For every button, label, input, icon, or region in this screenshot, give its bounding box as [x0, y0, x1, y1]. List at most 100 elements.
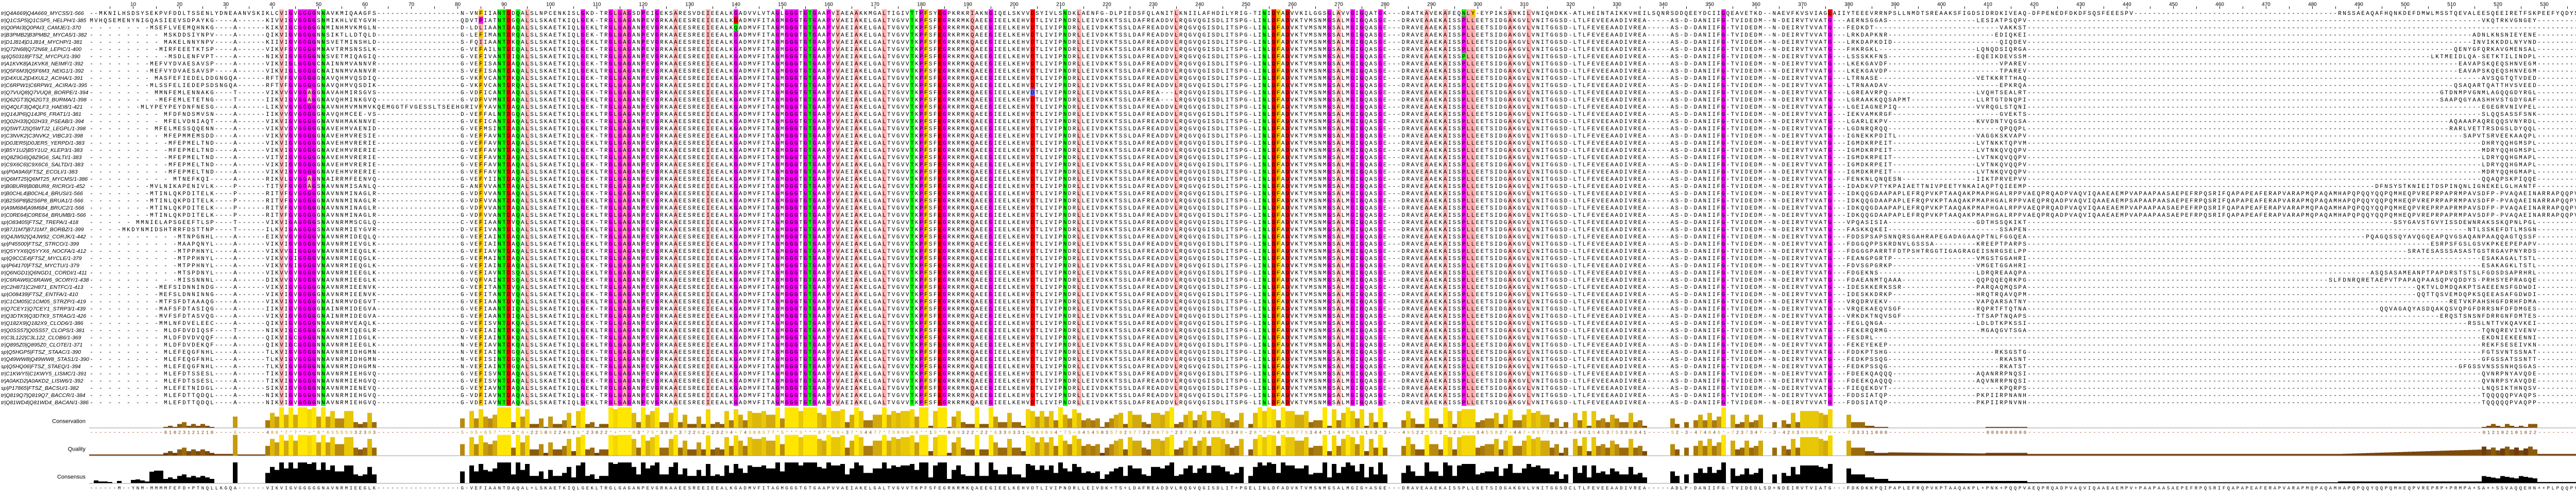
svg-text:9: 9 — [1583, 430, 1588, 436]
svg-text:*: * — [674, 430, 679, 436]
svg-text:7: 7 — [739, 430, 744, 436]
svg-text:- - - - - - - -MAFSFDTASIQG---: - - - - - - - -MAFSFDTASIQG----A------II… — [90, 306, 2576, 313]
svg-text:300: 300 — [1473, 2, 1482, 7]
svg-text:7: 7 — [888, 430, 892, 436]
svg-text:75: 75 — [1064, 430, 1073, 436]
svg-text:tr|C6RAW6|C6RAW6_9CORY/1-438: tr|C6RAW6|C6RAW6_9CORY/1-438 — [1, 277, 89, 283]
svg-text:88: 88 — [753, 430, 762, 436]
svg-text:**: ** — [920, 430, 929, 436]
svg-text:340: 340 — [1659, 2, 1668, 7]
svg-text:tr|A1KVK8|A1KVK8_NEIMF/1-392: tr|A1KVK8|A1KVK8_NEIMF/1-392 — [1, 61, 83, 67]
svg-text:4: 4 — [1713, 430, 1718, 436]
svg-text:+: + — [1528, 430, 1532, 436]
svg-text:2: 2 — [1249, 430, 1254, 436]
svg-text:9: 9 — [1189, 430, 1194, 436]
svg-text:1: 1 — [572, 430, 577, 436]
svg-text:- - - - - - -MTINLQKPDITELK---: - - - - - - -MTINLQKPDITELK----P------RI… — [90, 205, 2576, 212]
svg-text:4: 4 — [1277, 430, 1282, 436]
svg-text:450: 450 — [2169, 2, 2178, 7]
svg-text:380: 380 — [1844, 2, 1853, 7]
svg-text:9: 9 — [892, 430, 897, 436]
svg-text:- - - - - - - - - -MTPPHNYL---: - - - - - - - - - -MTPPHNYL----A------VI… — [90, 249, 2576, 255]
svg-text:*9: *9 — [1444, 430, 1453, 436]
svg-text:5: 5 — [1356, 430, 1361, 436]
svg-text:***9***: ***9*** — [786, 430, 818, 436]
svg-text:Conservation: Conservation — [52, 419, 86, 425]
svg-text:23022: 23022 — [586, 430, 609, 436]
svg-text:5: 5 — [1602, 430, 1606, 436]
svg-text:*+***: *+*** — [609, 430, 633, 436]
svg-text:-: - — [1690, 430, 1694, 436]
svg-text:330: 330 — [1613, 2, 1621, 7]
svg-text:7: 7 — [1198, 430, 1203, 436]
svg-text:7: 7 — [1732, 430, 1736, 436]
svg-text:90: 90 — [501, 2, 507, 7]
svg-text:- - - - - - -MTINLQKPDITELK---: - - - - - - -MTINLQKPDITELK----P------RI… — [90, 213, 2576, 219]
svg-text:6: 6 — [1718, 430, 1722, 436]
svg-text:tr|C9X6C6|C9X6C6_SALTD/1-383: tr|C9X6C6|C9X6C6_SALTD/1-383 — [1, 162, 83, 168]
svg-text:+: + — [735, 430, 739, 436]
svg-text:140: 140 — [732, 2, 740, 7]
svg-text:578: 578 — [1110, 430, 1124, 436]
svg-text:77: 77 — [1541, 430, 1551, 436]
svg-text:tr|Q5YYX6|Q5YYX6_NOCFA/1-412: tr|Q5YYX6|Q5YYX6_NOCFA/1-412 — [1, 248, 86, 254]
svg-text:+: + — [1333, 430, 1337, 436]
svg-text:+: + — [1073, 430, 1078, 436]
svg-text:9: 9 — [762, 430, 767, 436]
svg-text:42: 42 — [1783, 430, 1792, 436]
svg-text:8: 8 — [568, 430, 572, 436]
svg-text:7: 7 — [1759, 430, 1764, 436]
svg-text:+: + — [526, 430, 531, 436]
svg-text:9: 9 — [1050, 430, 1055, 436]
svg-text:7: 7 — [1848, 430, 1852, 436]
svg-text:- - - - - - - -MVFSFDTASVQG---: - - - - - - - -MVFSFDTASVQG----A------VI… — [90, 314, 2576, 320]
svg-text:3: 3 — [1606, 430, 1611, 436]
svg-text:5: 5 — [781, 430, 786, 436]
svg-text:22: 22 — [688, 430, 698, 436]
svg-text:3: 3 — [512, 430, 517, 436]
svg-text:tr|Q7VUQ8|Q7VUQ8_BORPE/1-394: tr|Q7VUQ8|Q7VUQ8_BORPE/1-394 — [1, 90, 89, 96]
svg-text:310: 310 — [1520, 2, 1529, 7]
svg-text:- - - - - - - MMNFEMLENNAKG---: - - - - - - - MMNFEMLENNAKG----T------VI… — [90, 90, 2576, 96]
svg-text:- - - - - - - -MEFEMLETETNG---: - - - - - - - -MEFEMLETETNG----T------II… — [90, 97, 2576, 104]
svg-text:130: 130 — [685, 2, 694, 7]
svg-text:3: 3 — [1384, 430, 1388, 436]
svg-text:1: 1 — [1365, 430, 1370, 436]
svg-text:6: 6 — [1036, 430, 1041, 436]
svg-text:6: 6 — [549, 430, 554, 436]
svg-text:tr|Q3DTK9|Q3DTK9_STRAG/1-426: tr|Q3DTK9|Q3DTK9_STRAG/1-426 — [1, 313, 87, 319]
svg-text:23: 23 — [1175, 430, 1184, 436]
svg-text:----------------: ---------------- — [90, 430, 164, 436]
svg-text:- - - - - - - - MFEPMMEMSDD---: - - - - - - - - MFEPMMEMSDD----A------VI… — [90, 133, 2576, 140]
svg-text:tr|Q0SS57|Q0SS57_CLOPS/1-381: tr|Q0SS57|Q0SS57_CLOPS/1-381 — [1, 327, 84, 334]
svg-text:23: 23 — [1736, 430, 1745, 436]
svg-text:- - - - - - - - MLEFEQGFNHL---: - - - - - - - - MLEFEQGFNHL----A------TL… — [90, 350, 2576, 356]
svg-text:99: 99 — [345, 430, 354, 436]
svg-text:22: 22 — [1416, 430, 1426, 436]
svg-text:4: 4 — [1694, 430, 1699, 436]
svg-text:3: 3 — [679, 430, 684, 436]
svg-text:tr|B3PMB2|B3PMB2_MYCA5/1-382: tr|B3PMB2|B3PMB2_MYCA5/1-382 — [1, 32, 87, 38]
svg-text:44: 44 — [865, 430, 874, 436]
svg-text:9*: 9* — [1166, 430, 1175, 436]
svg-text:8: 8 — [1008, 430, 1013, 436]
svg-text:*: * — [883, 430, 888, 436]
svg-text:tr|C6RPW1|C6RPW1_ACIRA/1-395: tr|C6RPW1|C6RPW1_ACIRA/1-395 — [1, 82, 87, 89]
svg-text:430: 430 — [2076, 2, 2085, 7]
svg-text:9: 9 — [957, 430, 962, 436]
svg-text:---------------------: --------------------- — [1889, 430, 1987, 436]
svg-text:4: 4 — [1402, 430, 1407, 436]
svg-text:- - - - - - -MVLNIKAPENIVLK---: - - - - - - -MVLNIKAPENIVLK----P------TI… — [90, 184, 2576, 190]
svg-text:Quality: Quality — [68, 446, 86, 453]
svg-text:------: ------ — [239, 430, 266, 436]
svg-text:***: *** — [498, 430, 512, 436]
svg-text:240: 240 — [1195, 2, 1204, 7]
svg-text:- - - - - - - -MEFSIDNNINDG---: - - - - - - - -MEFSIDNNINDG----A------VI… — [90, 285, 2576, 291]
svg-text:2: 2 — [1676, 430, 1681, 436]
svg-text:tr|Q7CEY1|Q7CEY1_STRP3/1-439: tr|Q7CEY1|Q7CEY1_STRP3/1-439 — [1, 306, 86, 312]
svg-text:*: * — [990, 430, 994, 436]
svg-text:34: 34 — [1231, 430, 1240, 436]
svg-text:33: 33 — [660, 430, 670, 436]
svg-text:360: 360 — [1752, 2, 1760, 7]
svg-text:510: 510 — [2447, 2, 2456, 7]
